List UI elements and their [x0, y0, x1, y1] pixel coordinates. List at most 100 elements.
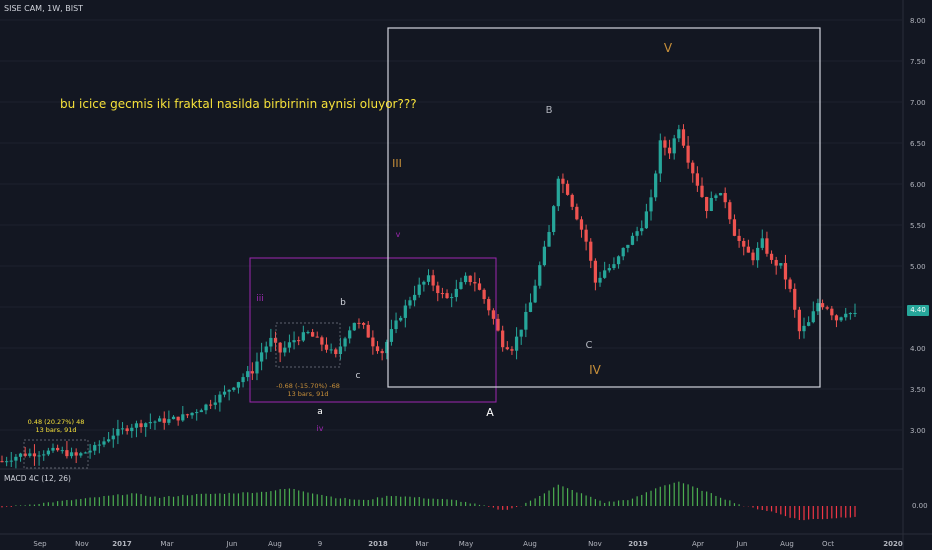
candle-body — [9, 460, 13, 462]
candle-body — [816, 303, 820, 312]
candle-body — [46, 450, 50, 455]
candle-body — [579, 219, 584, 230]
candle-body — [287, 342, 292, 348]
candle-body — [204, 404, 208, 411]
candle-body — [672, 138, 676, 154]
candle-body — [14, 456, 18, 461]
candle-body — [848, 313, 852, 315]
candle-body — [663, 140, 667, 148]
macd-zero-label: 0.00 — [912, 502, 928, 510]
fractal-box-white[interactable] — [387, 27, 821, 388]
candle-body — [547, 232, 551, 247]
candle-body — [598, 277, 602, 283]
candle-body — [69, 452, 74, 457]
symbol-title[interactable]: SISE CAM, 1W, BIST — [4, 4, 84, 13]
candle-body — [630, 235, 635, 245]
candle-body — [501, 330, 505, 348]
time-tick-label: Sep — [33, 540, 47, 548]
fractal-box-purple[interactable] — [249, 257, 497, 403]
candle-body — [222, 391, 227, 395]
candle-body — [399, 317, 403, 321]
candle-body — [482, 289, 486, 300]
candle-body — [533, 285, 537, 303]
time-tick-label: 2020 — [883, 540, 903, 548]
candle-body — [774, 259, 778, 266]
time-tick-label: Nov — [75, 540, 89, 548]
annotation-note[interactable]: bu icice gecmis iki fraktal nasilda birb… — [60, 97, 417, 111]
candle-body — [723, 193, 727, 203]
candle-body — [542, 246, 547, 266]
price-tick-label: 5.00 — [910, 263, 926, 271]
candle-body — [412, 294, 417, 301]
candle-body — [153, 421, 157, 423]
candle-body — [793, 288, 797, 310]
candle-body — [654, 173, 658, 198]
candle-body — [324, 344, 329, 350]
candle-body — [677, 129, 681, 139]
candle-body — [779, 263, 783, 266]
price-tick-label: 3.00 — [910, 427, 926, 435]
candle-body — [74, 452, 78, 456]
candle-body — [714, 195, 718, 198]
candle-body — [417, 284, 421, 295]
candle-body — [111, 435, 115, 440]
candle-body — [232, 387, 236, 390]
candle-body — [519, 329, 523, 337]
candle-body — [584, 229, 588, 242]
candle-body — [802, 325, 806, 332]
candle-body — [32, 453, 37, 457]
candle-body — [283, 347, 287, 353]
candle-body — [162, 418, 166, 423]
candle-body — [491, 310, 496, 319]
price-tick-label: 8.00 — [910, 17, 926, 25]
candle-body — [820, 303, 825, 308]
candle-body — [185, 414, 190, 416]
candle-body — [0, 461, 4, 463]
wave-label-b: b — [340, 298, 346, 308]
candle-body — [473, 282, 477, 284]
candle-body — [691, 162, 695, 174]
candle-body — [199, 410, 203, 413]
candle-body — [612, 264, 616, 269]
candle-body — [361, 323, 366, 325]
candle-body — [783, 263, 788, 280]
candle-body — [459, 282, 463, 289]
measure-2-line2: 13 bars, 91d — [287, 390, 328, 398]
wave-label-IV: IV — [589, 363, 602, 377]
candle-body — [241, 377, 245, 383]
candle-body — [830, 308, 834, 316]
wave-label-V: V — [664, 41, 673, 55]
wave-label-A: A — [486, 406, 494, 419]
macd-indicator-label[interactable]: MACD 4C (12, 26) — [4, 474, 71, 483]
time-tick-label: 2018 — [368, 540, 388, 548]
candle-body — [79, 453, 83, 456]
candle-body — [528, 302, 533, 312]
candle-body — [306, 332, 310, 334]
candle-body — [589, 241, 593, 261]
measure-2-line1: -0.68 (-15.70%) -68 — [276, 382, 340, 390]
time-tick-label: Jun — [736, 540, 748, 548]
candle-body — [65, 450, 69, 457]
candle-body — [51, 447, 55, 451]
candle-body — [635, 231, 639, 236]
candle-body — [695, 173, 700, 186]
wave-label-iv: iv — [317, 424, 324, 433]
candle-body — [844, 313, 848, 318]
price-tick-label: 4.00 — [910, 345, 926, 353]
candle-body — [83, 452, 88, 454]
wave-label-a: a — [317, 407, 323, 417]
candle-body — [834, 315, 839, 321]
candle-body — [514, 336, 519, 351]
candle-body — [144, 423, 148, 428]
time-tick-label: Aug — [523, 540, 537, 548]
price-tick-label: 6.50 — [910, 140, 926, 148]
candle-body — [125, 428, 129, 432]
candle-body — [213, 402, 217, 405]
candle-body — [5, 461, 9, 463]
measure-box-2[interactable] — [275, 322, 341, 368]
candle-body — [505, 347, 509, 350]
candle-body — [811, 311, 815, 323]
candle-body — [195, 412, 199, 414]
measure-box-1[interactable] — [23, 439, 89, 469]
